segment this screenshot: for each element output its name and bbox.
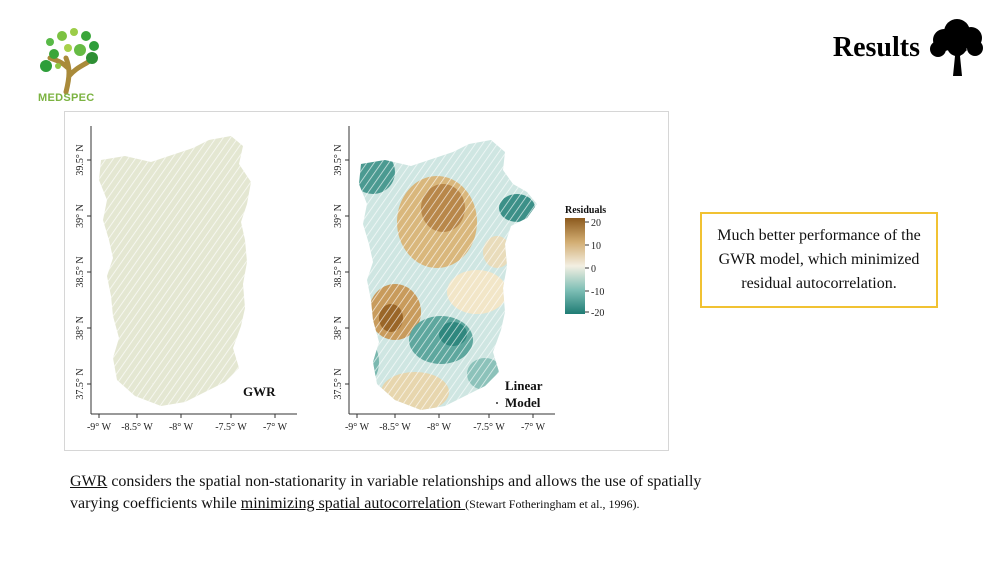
x-axis-left: -9° W -8.5° W -8° W -7.5° W -7° W <box>87 414 288 433</box>
y-tick-label: 39° N <box>333 204 344 228</box>
y-tick-label: 38° N <box>75 316 86 340</box>
caption: GWR considers the spatial non-stationari… <box>70 471 750 515</box>
y-tick-label: 38° N <box>333 316 344 340</box>
legend-title: Residuals <box>565 205 606 216</box>
logo-text: MEDSPEC <box>38 92 95 104</box>
legend-tick: 0 <box>591 264 596 275</box>
y-tick-label: 38.5° N <box>75 256 86 287</box>
gwr-map <box>99 136 251 406</box>
x-tick-label: -9° W <box>87 422 112 433</box>
x-tick-label: -8° W <box>169 422 194 433</box>
callout-box: Much better performance of the GWR model… <box>700 212 938 308</box>
legend-colorbar <box>565 218 585 314</box>
legend-tick: -10 <box>591 287 604 298</box>
maps-svg: 39.5° N 39° N 38.5° N 38° N 37.5° N 39.5… <box>75 126 606 433</box>
y-tick-label: 38.5° N <box>333 256 344 287</box>
linear-map-label-line2: Model <box>505 395 541 410</box>
linear-map-label-line1: Linear <box>505 378 543 393</box>
x-tick-label: -8° W <box>427 422 452 433</box>
y-axis-right: 39.5° N 39° N 38.5° N 38° N 37.5° N <box>333 144 349 400</box>
caption-citation: (Stewart Fotheringham et al., 1996). <box>465 497 640 511</box>
legend-tick: 20 <box>591 218 601 229</box>
y-axis-left: 39.5° N 39° N 38.5° N 38° N 37.5° N <box>75 144 91 400</box>
x-tick-label: -9° W <box>345 422 370 433</box>
y-tick-label: 39° N <box>75 204 86 228</box>
x-axis-right: -9° W -8.5° W -8° W -7.5° W -7° W <box>345 414 546 433</box>
residual-maps-figure: 39.5° N 39° N 38.5° N 38° N 37.5° N 39.5… <box>64 111 669 451</box>
x-tick-label: -7.5° W <box>473 422 505 433</box>
y-tick-label: 37.5° N <box>75 368 86 399</box>
x-tick-label: -8.5° W <box>121 422 153 433</box>
x-tick-label: -8.5° W <box>379 422 411 433</box>
gwr-map-label: GWR <box>243 384 276 399</box>
header: Results <box>833 18 986 78</box>
y-tick-label: 39.5° N <box>333 144 344 175</box>
x-tick-label: -7.5° W <box>215 422 247 433</box>
tree-logo-icon <box>40 28 99 95</box>
x-tick-label: -7° W <box>263 422 288 433</box>
y-tick-label: 39.5° N <box>75 144 86 175</box>
legend-tick: 10 <box>591 241 601 252</box>
callout-text: Much better performance of the GWR model… <box>717 227 921 292</box>
page-title: Results <box>832 32 920 63</box>
caption-term-autocorrelation: minimizing spatial autocorrelation <box>240 495 466 512</box>
y-tick-label: 37.5° N <box>333 368 344 399</box>
residuals-legend: Residuals 20 10 0 -10 -20 <box>565 205 606 319</box>
caption-text: considers the spatial non-stationarity i… <box>70 473 702 512</box>
tree-icon <box>930 19 983 76</box>
caption-term-gwr: GWR <box>70 473 108 490</box>
medspec-logo <box>36 24 106 108</box>
legend-tick: -20 <box>591 308 604 319</box>
x-tick-label: -7° W <box>521 422 546 433</box>
